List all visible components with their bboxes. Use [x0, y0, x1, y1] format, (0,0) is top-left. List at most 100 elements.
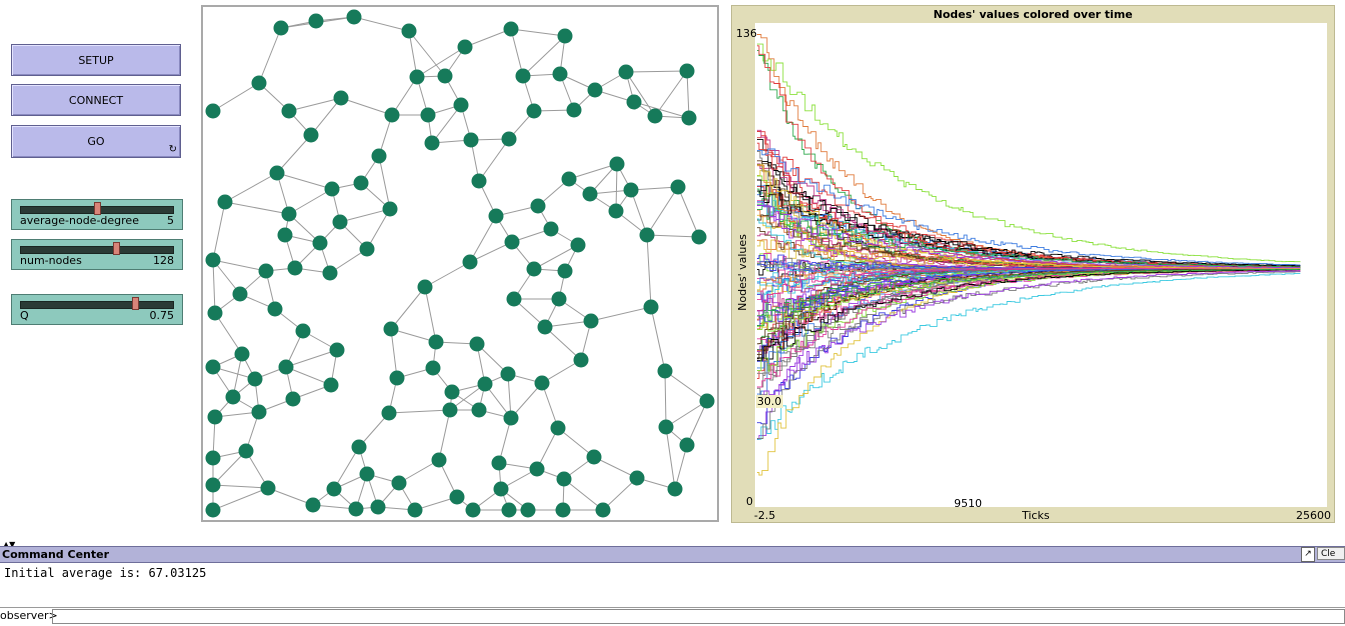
network-node [407, 502, 423, 518]
network-link [464, 28, 512, 48]
node-value-series [757, 271, 1301, 376]
node-value-series [757, 268, 1300, 345]
network-node [205, 502, 221, 518]
network-node [382, 201, 398, 217]
connect-button[interactable]: CONNECT [11, 84, 181, 116]
network-node [205, 252, 221, 268]
network-node [555, 502, 571, 518]
network-node [543, 221, 559, 237]
network-link [674, 444, 688, 490]
network-node [623, 182, 639, 198]
network-link [212, 201, 226, 261]
network-node [657, 363, 673, 379]
network-link [378, 155, 391, 210]
network-node [667, 481, 683, 497]
network-node [550, 420, 566, 436]
slider-thumb[interactable] [132, 297, 139, 310]
network-node [501, 131, 517, 147]
plot-widget: Nodes' values colored over time 136 0 No… [731, 5, 1335, 523]
command-center-header: Command Center ↗ Cle [0, 546, 1345, 563]
network-link [288, 97, 342, 112]
network-link [544, 326, 582, 361]
network-node [449, 489, 465, 505]
network-node [583, 313, 599, 329]
slider-average-node-degree[interactable]: average-node-degree 5 [11, 199, 183, 230]
slider-track[interactable] [20, 301, 174, 309]
network-node [453, 97, 469, 113]
network-node [326, 481, 342, 497]
network-node [409, 69, 425, 85]
x-min-label: -2.5 [754, 509, 776, 522]
network-node [312, 235, 328, 251]
command-input[interactable] [52, 609, 1345, 624]
world-view[interactable] [201, 5, 719, 522]
network-node [323, 377, 339, 393]
network-link [646, 186, 679, 236]
slider-label: Q [20, 309, 29, 322]
network-node [557, 28, 573, 44]
network-graph [205, 9, 715, 518]
slider-track[interactable] [20, 246, 174, 254]
network-link [533, 244, 579, 270]
slider-num-nodes[interactable]: num-nodes 128 [11, 239, 183, 270]
network-link [665, 400, 708, 428]
network-node [557, 263, 573, 279]
node-value-series [757, 34, 1300, 269]
network-link [478, 138, 510, 182]
observer-prompt[interactable]: observer> [0, 609, 58, 622]
network-node [437, 68, 453, 84]
network-link [288, 188, 333, 215]
node-value-series [757, 267, 1300, 303]
network-node [383, 321, 399, 337]
network-node [491, 455, 507, 471]
network-node [359, 466, 375, 482]
network-node [587, 82, 603, 98]
slider-label: average-node-degree [20, 214, 139, 227]
network-node [556, 471, 572, 487]
slider-value: 128 [153, 254, 174, 267]
network-node [457, 39, 473, 55]
network-link [224, 172, 278, 203]
setup-button[interactable]: SETUP [11, 44, 181, 76]
network-node [530, 198, 546, 214]
slider-thumb[interactable] [113, 242, 120, 255]
network-node [225, 389, 241, 405]
network-node [691, 229, 707, 245]
network-node [506, 291, 522, 307]
network-link [654, 70, 688, 117]
network-link [633, 101, 690, 119]
network-node [303, 127, 319, 143]
network-node [501, 502, 517, 518]
clear-button[interactable]: Cle [1317, 547, 1345, 560]
network-node [520, 502, 536, 518]
node-value-series [757, 43, 1301, 263]
network-link [557, 427, 595, 458]
network-node [267, 301, 283, 317]
network-node [526, 261, 542, 277]
slider-q[interactable]: Q 0.75 [11, 294, 183, 325]
network-node [281, 206, 297, 222]
network-node [551, 291, 567, 307]
network-node [425, 360, 441, 376]
network-link [615, 163, 618, 212]
network-link [602, 477, 638, 511]
network-link [391, 76, 418, 116]
node-value-series [757, 270, 1301, 399]
go-button[interactable]: GO ↻ [11, 125, 181, 158]
network-node [442, 402, 458, 418]
network-node [333, 90, 349, 106]
slider-thumb[interactable] [94, 202, 101, 215]
network-node [500, 366, 516, 382]
network-node [515, 68, 531, 84]
network-node [207, 409, 223, 425]
network-node [273, 20, 289, 36]
node-value-series [757, 161, 1301, 268]
splitter-arrows-icon[interactable]: ▲▼ [3, 540, 16, 549]
network-node [370, 499, 386, 515]
network-node [322, 265, 338, 281]
network-link [408, 30, 418, 78]
node-value-series [757, 269, 1300, 359]
network-link [522, 35, 566, 77]
network-node [251, 404, 267, 420]
expand-icon[interactable]: ↗ [1301, 547, 1315, 562]
